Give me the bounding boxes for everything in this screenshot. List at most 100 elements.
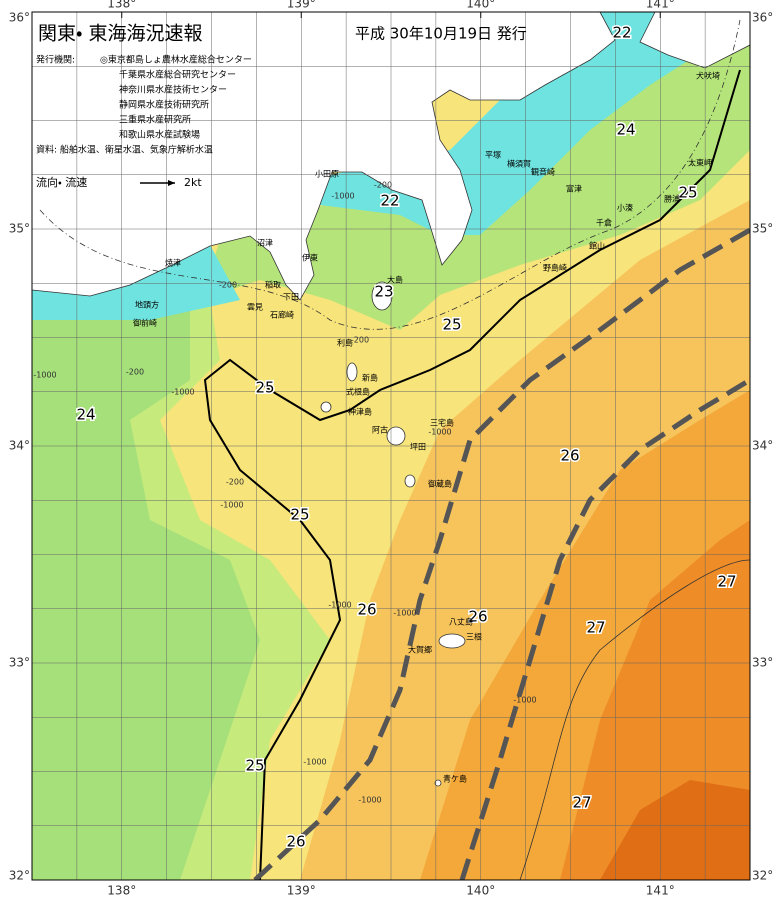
depth-label: -1000: [303, 758, 326, 767]
title: 関東・ 東海海況速報: [38, 23, 203, 45]
kuroshio-axis: [253, 227, 750, 880]
isotherm-label: 24: [76, 406, 95, 424]
lon-tick-label: 141°: [646, 0, 675, 11]
island: [386, 426, 406, 446]
legend-label: 流向・ 流速: [36, 175, 87, 189]
sea-green: [32, 300, 260, 880]
place-name: 八丈島: [449, 617, 473, 627]
depth-label: -200: [351, 336, 369, 345]
grid: [32, 12, 750, 880]
lon-tick-label: 139°: [287, 0, 316, 11]
issuer: 千葉県水産総合研究センター: [119, 69, 236, 81]
map-frame: [31, 11, 751, 881]
place-name: 富津: [566, 184, 582, 194]
island: [404, 474, 416, 488]
island: [434, 779, 442, 787]
place-name: 御蔵島: [428, 479, 452, 489]
island: [371, 281, 393, 311]
isotherm-label: 27: [586, 619, 605, 637]
isotherm-label: 25: [678, 184, 697, 202]
lon-tick-label: 140°: [466, 884, 495, 898]
depth-label: -1000: [358, 796, 381, 805]
isotherm-label: 27: [572, 794, 591, 812]
lat-tick-label: 32°: [752, 869, 773, 883]
issuer: 神奈川県水産技術センター: [119, 84, 227, 96]
place-name: 大賀郷: [408, 645, 432, 655]
depth-label: -200: [226, 478, 244, 487]
legend-speed: 2kt: [184, 176, 202, 189]
contour: [39, 19, 741, 330]
issuer-label: 発行機関:: [36, 54, 75, 66]
lat-tick-label: 36°: [752, 11, 773, 25]
isotherm-label: 22: [380, 192, 399, 210]
place-name: 太東岬: [688, 158, 712, 168]
lat-tick-label: 34°: [9, 439, 30, 453]
sea-layers: [32, 12, 750, 880]
land: [32, 12, 616, 301]
place-name: 伊東: [302, 253, 318, 263]
depth-label: -200: [374, 181, 392, 190]
issue-date: 平成 30年10月19日 発行: [355, 25, 527, 43]
place-name: 千倉: [596, 218, 612, 228]
place-name: 観音崎: [531, 167, 555, 177]
sea-deep-orange: [600, 780, 750, 880]
island: [438, 633, 466, 649]
place-name: 地頭方: [135, 300, 159, 310]
isotherm-label: 26: [468, 608, 487, 626]
lat-tick-label: 36°: [9, 11, 30, 25]
isotherm-label: 25: [442, 316, 461, 334]
isotherm-label: 26: [357, 601, 376, 619]
place-name: 小湊: [617, 203, 633, 213]
depth-label: -1000: [393, 609, 416, 618]
issuer: ◎東京都島しょ農林水産総合センター: [100, 54, 252, 66]
place-name: 三宅島: [430, 418, 454, 428]
place-name: 平塚: [485, 151, 501, 160]
depth-label: -1000: [171, 388, 194, 397]
isotherm-label: 26: [286, 833, 305, 851]
legend-arrowhead: [168, 180, 175, 186]
depth-label: -1000: [33, 371, 56, 380]
place-name: 三根: [466, 632, 482, 642]
place-name: 小田原: [315, 170, 339, 179]
place-name: 大島: [387, 275, 403, 285]
lat-tick-label: 35°: [752, 222, 773, 236]
isotherm-label: 24: [616, 121, 635, 139]
place-name: 下田: [283, 293, 299, 302]
depth-label: -1000: [513, 696, 536, 705]
island: [346, 362, 358, 382]
lat-tick-label: 33°: [752, 656, 773, 670]
place-name: 雲見: [247, 303, 263, 312]
place-name: 坪田: [410, 443, 426, 452]
depth-label: -200: [219, 281, 237, 290]
isotherm-label: 25: [255, 379, 274, 397]
lon-tick-label: 138°: [107, 0, 136, 11]
kuroshio-edge: [459, 377, 750, 880]
lon-tick-label: 140°: [466, 0, 495, 11]
depth-label: -1000: [331, 192, 354, 201]
issuer: 静岡県水産技術研究所: [119, 99, 209, 111]
contour: [519, 559, 750, 880]
place-name: 神津島: [348, 407, 372, 417]
sources: 資料: 船舶水温、衛星水温、気象庁解析水温: [36, 144, 213, 156]
isotherm-label: 26: [560, 447, 579, 465]
place-name: 石廊崎: [270, 310, 294, 320]
lat-tick-label: 32°: [9, 869, 30, 883]
lon-tick-label: 138°: [107, 884, 136, 898]
issuer: 三重県水産研究所: [119, 114, 191, 126]
isotherm-label: 25: [290, 506, 309, 524]
place-name: 勝浦: [664, 194, 680, 204]
depth-label: -1000: [328, 601, 351, 610]
isotherm-25: [203, 69, 741, 880]
issuer: 和歌山県水産試験場: [119, 129, 200, 141]
lat-tick-label: 34°: [752, 439, 773, 453]
place-name: 野島崎: [543, 263, 567, 273]
island: [320, 401, 332, 413]
place-name: 新島: [362, 373, 378, 383]
place-name: 式根島: [346, 387, 370, 397]
place-name: 焼津: [165, 258, 181, 268]
isotherm-label: 22: [612, 24, 631, 42]
depth-label: -1000: [428, 428, 451, 437]
place-name: 御前崎: [133, 318, 157, 328]
